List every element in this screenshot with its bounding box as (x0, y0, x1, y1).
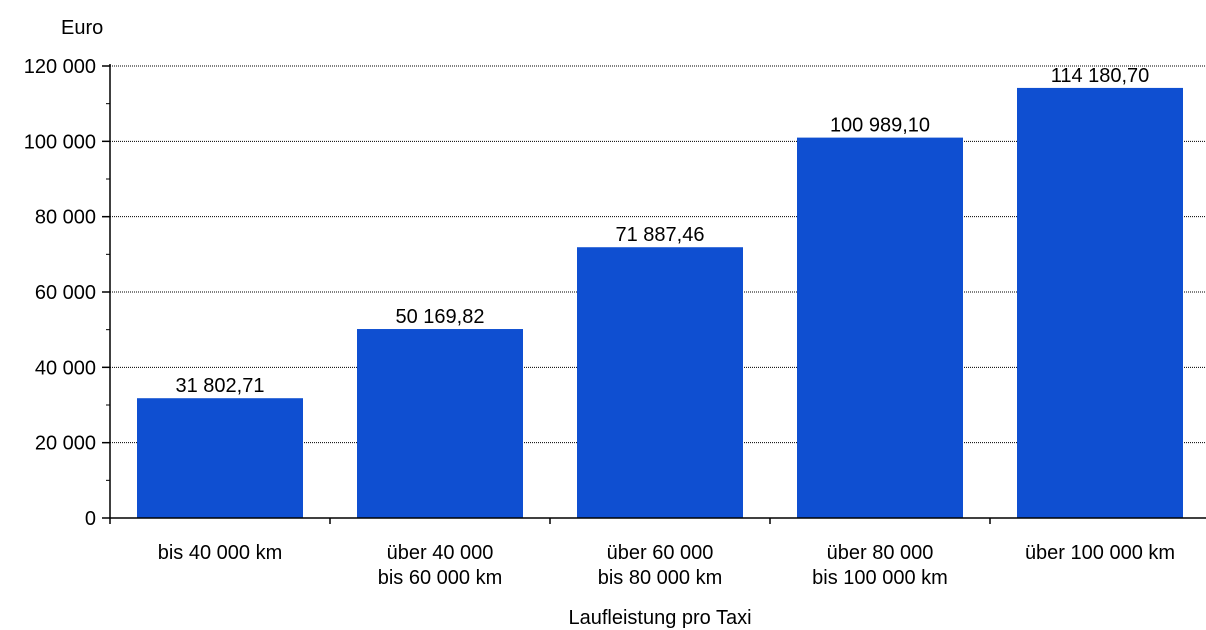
y-tick-label: 120 000 (24, 56, 96, 78)
y-axis-title: Euro (61, 17, 103, 39)
x-tick-label: bis 100 000 km (812, 567, 948, 589)
data-label: 71 887,46 (616, 224, 705, 246)
y-tick-label: 0 (85, 508, 96, 530)
bar (577, 247, 743, 518)
x-tick-label: bis 60 000 km (378, 567, 503, 589)
x-tick-label: bis 80 000 km (598, 567, 723, 589)
bar (357, 329, 523, 518)
y-tick-label: 40 000 (35, 357, 96, 379)
x-tick-label: bis 40 000 km (158, 542, 283, 564)
y-tick-label: 20 000 (35, 433, 96, 455)
labels: 0 20 000 40 000 60 000 80 000 100 000 120 000 3… (24, 56, 1175, 589)
bar (1017, 87, 1183, 518)
bar (137, 398, 303, 518)
data-label: 50 169,82 (396, 306, 485, 328)
bars (137, 87, 1183, 518)
data-label: 114 180,70 (1051, 65, 1150, 87)
y-tick-label: 100 000 (24, 131, 96, 153)
bar (797, 137, 963, 518)
y-tick-label: 80 000 (35, 207, 96, 229)
x-tick-label: über 60 000 (607, 542, 714, 564)
x-tick-label: über 100 000 km (1025, 542, 1175, 564)
x-tick-label: über 80 000 (827, 542, 934, 564)
data-label: 31 802,71 (176, 375, 265, 397)
axes (102, 64, 1206, 524)
data-label: 100 989,10 (830, 115, 930, 137)
x-axis-title: Laufleistung pro Taxi (568, 607, 751, 629)
y-tick-label: 60 000 (35, 282, 96, 304)
x-tick-label: über 40 000 (387, 542, 494, 564)
